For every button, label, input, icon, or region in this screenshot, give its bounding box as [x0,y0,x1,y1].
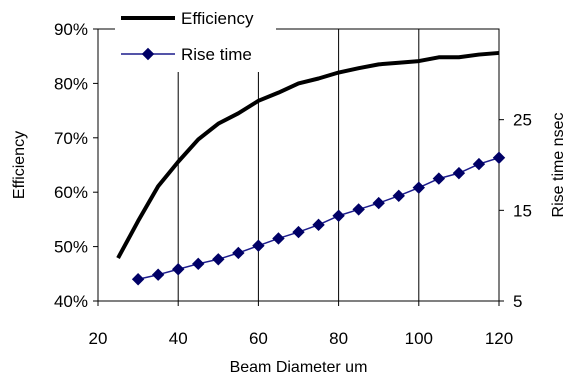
legend-label-rise-time: Rise time [181,45,252,64]
legend-marker-rise-time [141,47,155,61]
y2-tick-label: 25 [513,111,532,130]
rise-time-point [312,218,325,232]
y2-tick-label: 5 [513,292,522,311]
rise-time-point [212,253,225,266]
y-tick-label: 90% [54,20,88,39]
rise-time-point [232,246,245,260]
rise-time-point [171,263,185,276]
y-tick-label: 80% [54,74,88,93]
rise-time-line [137,157,500,280]
y-tick-label: 40% [54,292,88,311]
rise-time-point [272,232,285,245]
legend: Efficiency Rise time [115,6,276,72]
y-tick-label: 70% [54,129,88,148]
rise-time-point [412,181,426,194]
rise-time-point [372,196,385,210]
rise-time-point [192,257,205,271]
x-axis-label: Beam Diameter um [230,359,368,376]
rise-time-point [352,203,365,216]
x-tick-label: 100 [405,329,433,348]
y2-tick-label: 15 [513,201,532,220]
legend-label-efficiency: Efficiency [181,9,254,28]
rise-time-point [292,225,305,239]
rise-time-point [252,239,265,252]
rise-time-point [392,189,405,203]
x-tick-label: 120 [485,329,513,348]
axes: 20 40 60 80 100 120 40% 50% 60% 70% 80% 90% 5 15 25 [54,20,532,348]
rise-time-point [151,268,165,281]
series [116,50,506,286]
y2-axis-label: Rise time nsec [550,113,566,218]
x-tick-label: 60 [249,329,268,348]
x-tick-label: 20 [89,329,108,348]
x-tick-label: 40 [169,329,188,348]
rise-time-point [131,273,145,286]
rise-time-point [492,151,506,164]
y-tick-label: 60% [54,183,88,202]
y-axis-label: Efficiency [11,131,28,199]
y-tick-label: 50% [54,238,88,257]
rise-time-point [432,172,446,185]
rise-time-point [452,166,466,180]
rise-time-point [332,209,345,222]
efficiency-line [116,50,500,259]
x-tick-label: 80 [329,329,348,348]
rise-time-point [472,157,486,171]
plot-frame [97,28,500,302]
